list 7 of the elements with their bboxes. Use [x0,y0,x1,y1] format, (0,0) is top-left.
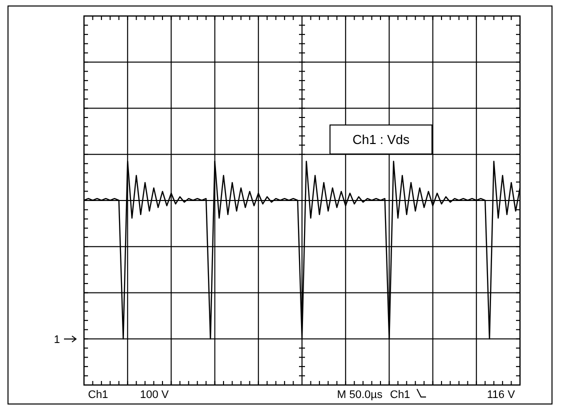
text: Ch1 [88,389,108,401]
text: Ch1 : Vds [352,132,410,147]
text: 1 [54,334,60,346]
text: 100 V [140,389,170,401]
text: Ch1 [390,389,410,401]
text: M 50.0µs [337,389,383,401]
text: 116 V [487,389,516,401]
